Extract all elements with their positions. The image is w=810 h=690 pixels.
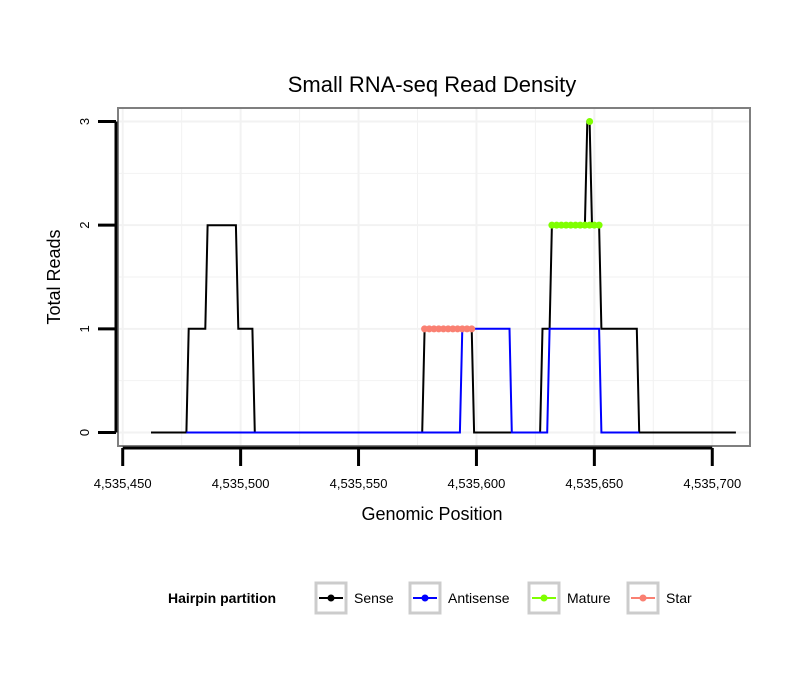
x-tick-label: 4,535,600 (448, 476, 506, 491)
x-tick-label: 4,535,450 (94, 476, 152, 491)
grid-lines (118, 108, 750, 446)
legend-item-sense: Sense (314, 581, 394, 615)
legend-item-mature: Mature (527, 581, 611, 615)
x-tick-label: 4,535,500 (212, 476, 270, 491)
data-point-mature (595, 221, 603, 229)
x-tick-label: 4,535,550 (330, 476, 388, 491)
legend-key-point (639, 594, 647, 602)
series-line-antisense (186, 327, 640, 434)
y-axis-title: Total Reads (44, 229, 64, 324)
legend-key-point (327, 594, 335, 602)
y-tick-label: 0 (77, 429, 92, 436)
y-tick-label: 2 (77, 222, 92, 229)
legend-label: Mature (567, 590, 611, 606)
data-point-star (468, 325, 476, 333)
legend-label: Antisense (448, 590, 510, 606)
legend-item-antisense: Antisense (408, 581, 510, 615)
data-point-mature (586, 117, 594, 125)
x-tick-label: 4,535,650 (565, 476, 623, 491)
legend-label: Star (666, 590, 692, 606)
y-tick-label: 1 (77, 325, 92, 332)
x-axis: 4,535,450 4,535,500 4,535,550 4,535,600 4,53… (94, 446, 741, 491)
x-tick-label: 4,535,700 (683, 476, 741, 491)
y-tick-label: 3 (77, 118, 92, 125)
legend: Hairpin partition Sense Antisense Mature St… (168, 581, 692, 615)
legend-item-star: Star (626, 581, 692, 615)
legend-title: Hairpin partition (168, 590, 276, 606)
legend-label: Sense (354, 590, 394, 606)
chart-title: Small RNA-seq Read Density (288, 72, 577, 97)
plot-panel-border (117, 107, 751, 447)
x-axis-title: Genomic Position (361, 504, 502, 524)
y-axis: 0 1 2 3 (77, 118, 118, 436)
legend-key-point (540, 594, 548, 602)
series-layer (151, 117, 736, 434)
legend-key-point (421, 594, 429, 602)
